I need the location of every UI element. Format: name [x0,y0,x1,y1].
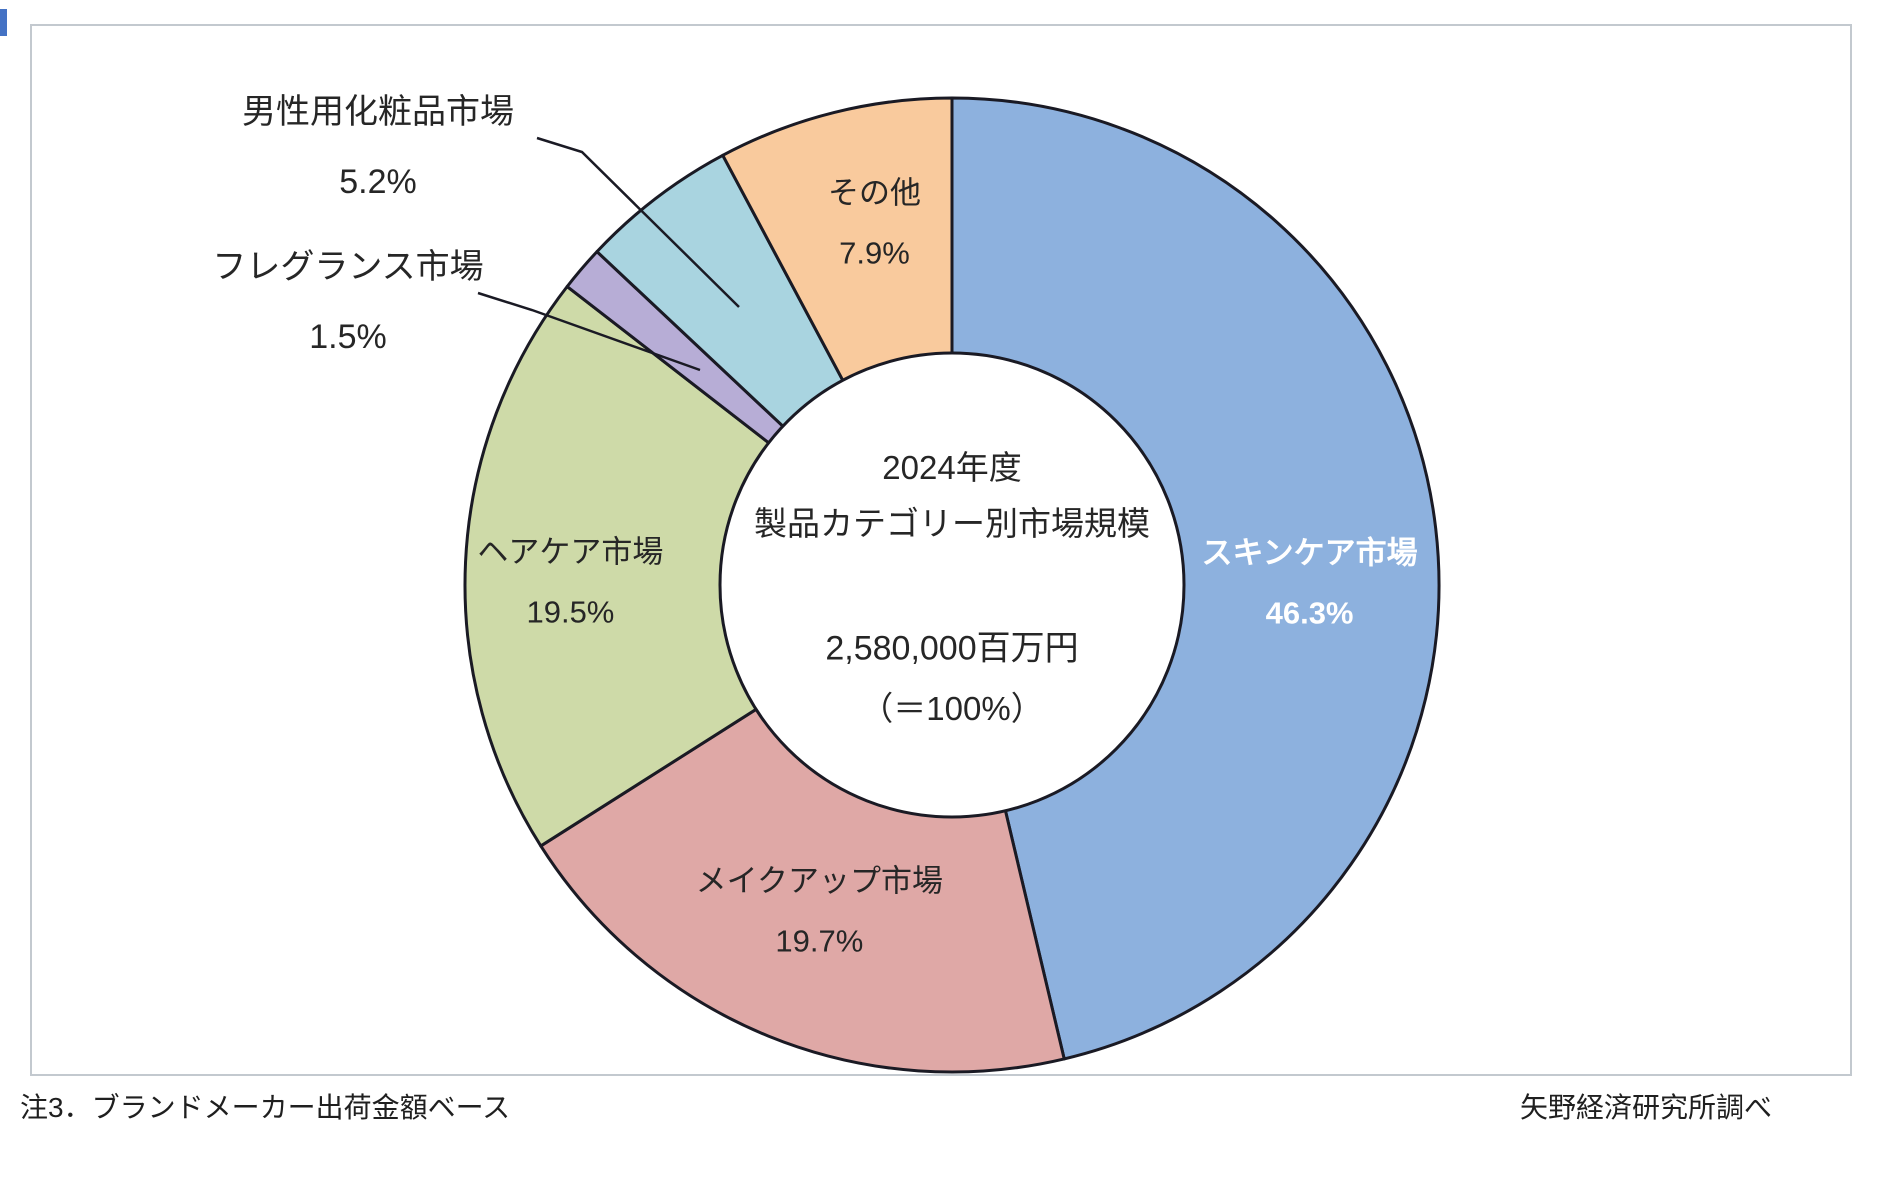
donut-hole [718,351,1186,819]
source-credit: 矢野経済研究所調べ [1519,1092,1772,1123]
slice-haircare [463,285,954,848]
leader-line-fragrance [477,291,701,372]
leader-line-mens-cosmetics [536,136,740,308]
slice-skincare [950,96,1441,1061]
screen-edge-artifact [0,9,7,36]
footnote-basis: 注3．ブランドメーカー出荷金額ベース [20,1092,511,1123]
